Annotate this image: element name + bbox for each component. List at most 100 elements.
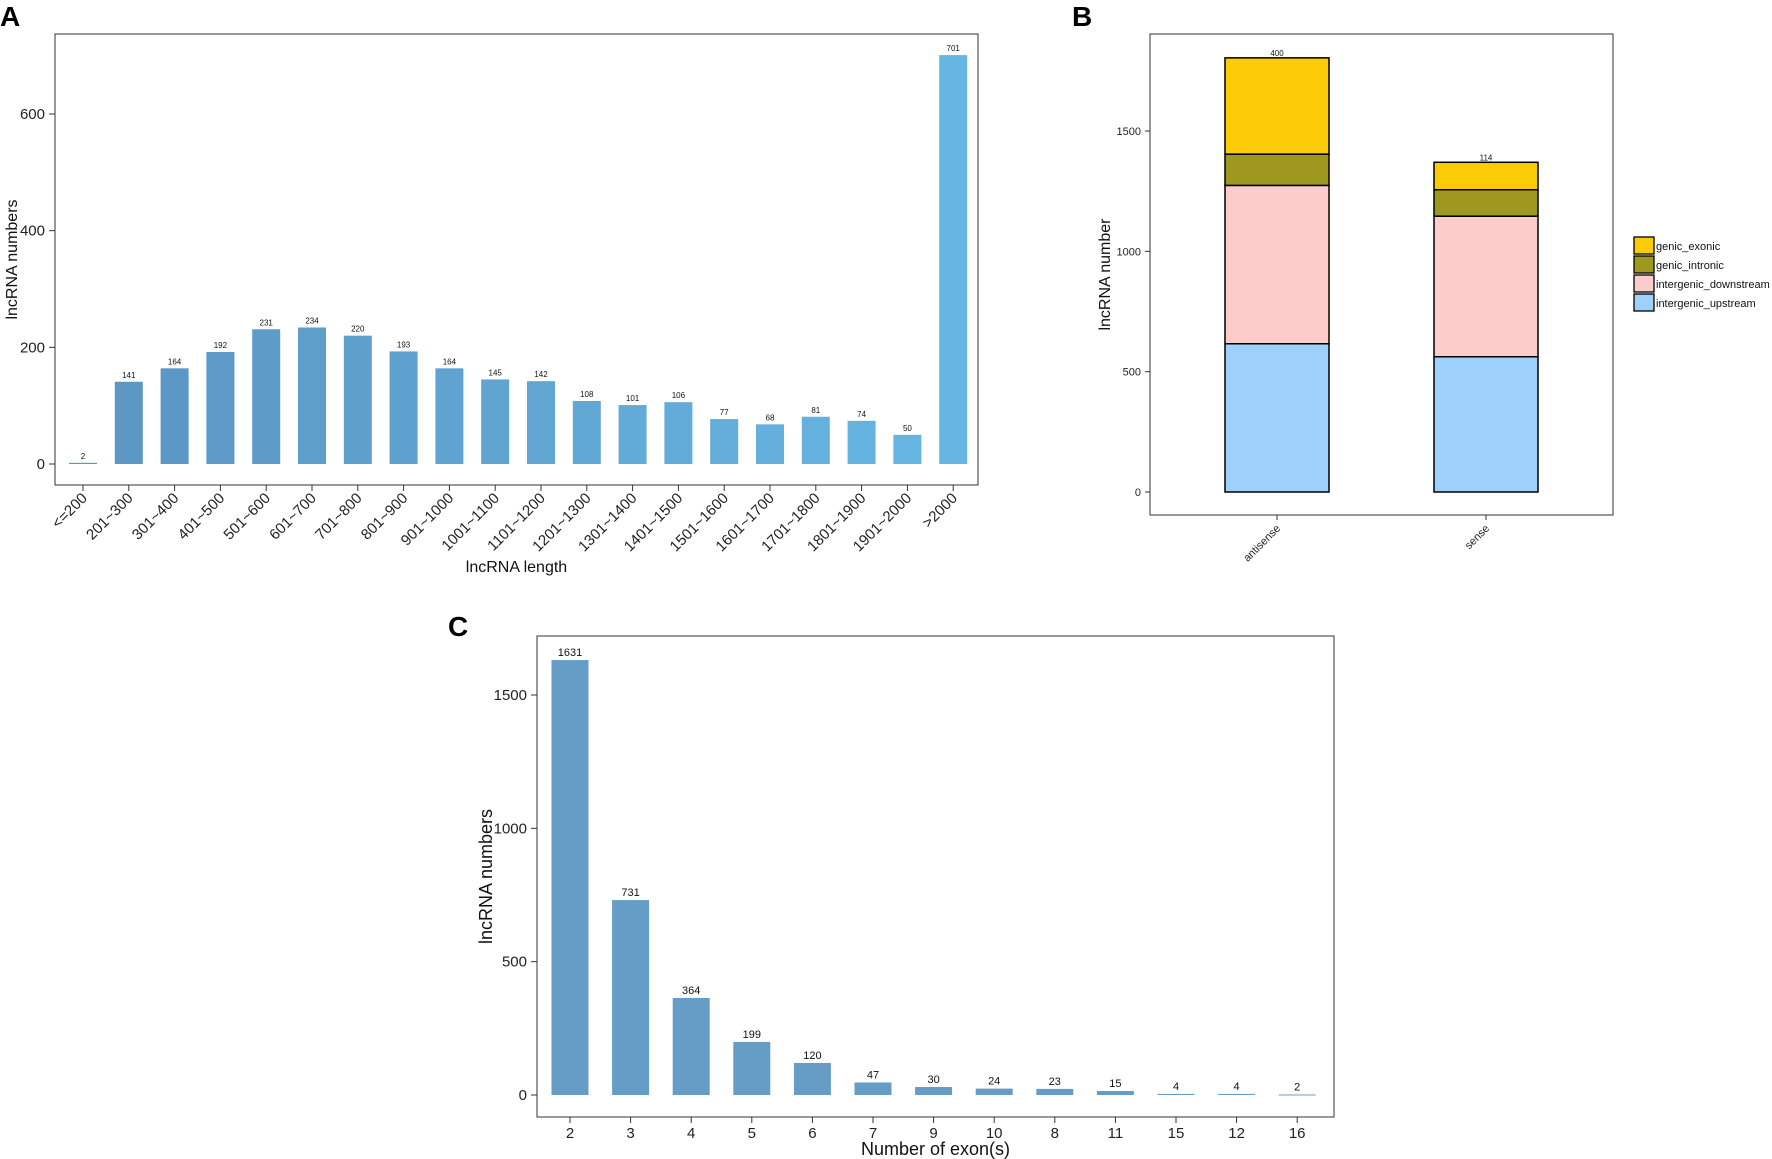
chart-a-lncrna-length: 0 200 400 600 2 <=200 141 201~300 164 301~400 192 4… — [4, 33, 979, 576]
chart-a-data-label: 68 — [766, 413, 775, 422]
chart-b-legend-label: intergenic_upstream — [1656, 298, 1756, 310]
chart-c-exon-number: 0 500 1000 1500 1631 2 731 3 364 4 199 5 120 6 47 7 30 9 2… — [476, 635, 1335, 1159]
chart-a-data-label: 234 — [305, 317, 319, 326]
chart-c-bar — [551, 660, 589, 1095]
chart-a-data-label: 231 — [260, 318, 274, 327]
chart-a-xlabel: lncRNA length — [466, 559, 567, 576]
chart-a-xtick-label: 501~600 — [220, 490, 274, 544]
chart-a-data-label: 164 — [443, 357, 457, 366]
chart-c-data-label: 4 — [1173, 1081, 1179, 1093]
panel-letter-c: C — [448, 611, 468, 642]
chart-c-data-label: 23 — [1049, 1076, 1061, 1088]
chart-b-legend-label: genic_exonic — [1656, 241, 1721, 253]
chart-c-xtick-label: 6 — [808, 1125, 816, 1142]
chart-a-bar — [389, 351, 418, 464]
chart-c-bar — [1278, 1094, 1316, 1096]
chart-b-xtick-label: antisense — [1241, 523, 1283, 565]
chart-a-xtick-label: >2000 — [919, 490, 961, 532]
chart-a-xtick-label: <=200 — [49, 490, 91, 532]
panel-letter-a: A — [0, 1, 20, 32]
chart-a-xtick-label: 601~700 — [266, 490, 320, 544]
chart-a-bar — [435, 368, 464, 464]
chart-a-data-label: 220 — [351, 325, 365, 334]
chart-b-bar-segment — [1433, 215, 1539, 358]
chart-c-xtick-label: 3 — [626, 1125, 634, 1142]
chart-a-data-label: 701 — [947, 44, 961, 53]
chart-b-lncrna-classification: 050010001500616658130400antisense5625841… — [1097, 33, 1770, 565]
chart-c-data-label: 30 — [927, 1074, 939, 1086]
chart-c-bar — [733, 1041, 771, 1095]
chart-a-bar — [206, 352, 235, 464]
chart-a-bar — [893, 434, 922, 464]
chart-c-bar — [793, 1063, 831, 1095]
chart-c-data-label: 1631 — [558, 647, 582, 659]
chart-b-bar-segment — [1224, 153, 1330, 187]
chart-c-bar — [1157, 1093, 1195, 1095]
chart-c-data-label: 4 — [1234, 1081, 1240, 1093]
chart-a-data-label: 81 — [811, 406, 820, 415]
chart-c-xtick-label: 4 — [687, 1125, 695, 1142]
chart-c-ytick-label: 1500 — [494, 687, 527, 704]
chart-c-xtick-label: 16 — [1289, 1125, 1306, 1142]
chart-a-data-label: 145 — [489, 368, 503, 377]
chart-a-bar — [252, 329, 281, 464]
chart-a-ylabel: lncRNA numbers — [4, 199, 21, 319]
chart-c-bar — [915, 1087, 953, 1095]
chart-a-bar — [298, 327, 326, 464]
chart-a-data-label: 2 — [81, 452, 86, 461]
chart-c-data-label: 15 — [1109, 1078, 1121, 1090]
chart-c-bar — [975, 1088, 1013, 1095]
chart-b-data-label: 114 — [1480, 153, 1493, 162]
chart-b-xtick-label: sense — [1463, 523, 1492, 552]
chart-a-data-label: 77 — [720, 408, 729, 417]
chart-a-bar — [481, 379, 510, 464]
chart-a-bar — [618, 405, 647, 464]
chart-a-ytick-label: 600 — [20, 106, 45, 123]
chart-a-xtick-label: 201~300 — [83, 490, 137, 544]
chart-a-bar — [801, 416, 830, 464]
chart-c-data-label: 199 — [743, 1029, 761, 1041]
chart-a-bar — [572, 401, 601, 464]
chart-a-data-label: 50 — [903, 424, 912, 433]
chart-a-bar — [69, 462, 97, 464]
chart-c-xtick-label: 8 — [1051, 1125, 1059, 1142]
chart-c-xtick-label: 2 — [566, 1125, 574, 1142]
chart-a-data-label: 101 — [626, 394, 640, 403]
chart-a-bar — [343, 335, 372, 464]
chart-a-bar — [114, 381, 143, 464]
chart-b-legend-swatch — [1633, 236, 1655, 255]
chart-c-data-label: 24 — [988, 1076, 1000, 1088]
chart-a-ytick-label: 400 — [20, 223, 45, 240]
chart-a-bar — [939, 55, 968, 464]
chart-a-plot-frame — [54, 33, 979, 486]
chart-b-bar-segment — [1224, 57, 1330, 155]
chart-b-data-label: 400 — [1270, 49, 1284, 58]
chart-b-ylabel: lncRNA number — [1097, 218, 1114, 331]
chart-b-bar-segment — [1433, 188, 1539, 217]
chart-b-legend-label: intergenic_downstream — [1656, 279, 1770, 291]
chart-c-ytick-label: 1000 — [494, 820, 527, 837]
chart-b-bar-segment — [1224, 342, 1330, 493]
chart-c-bar — [1036, 1088, 1074, 1095]
chart-b-ytick-label: 0 — [1135, 487, 1141, 499]
chart-c-bar — [672, 997, 710, 1095]
chart-b-legend-swatch — [1633, 274, 1655, 293]
chart-a-bar — [664, 402, 693, 464]
chart-a-data-label: 142 — [534, 370, 548, 379]
chart-c-xtick-label: 9 — [929, 1125, 937, 1142]
chart-c-data-label: 120 — [803, 1050, 821, 1062]
chart-a-data-label: 74 — [857, 410, 866, 419]
chart-a-xtick-label: 301~400 — [129, 490, 183, 544]
chart-c-xtick-label: 7 — [869, 1125, 877, 1142]
chart-a-xtick-label: 401~500 — [175, 490, 229, 544]
chart-b-legend-label: genic_intronic — [1656, 260, 1724, 272]
chart-a-bar — [847, 420, 876, 464]
chart-c-bar — [1096, 1091, 1134, 1095]
chart-c-data-label: 731 — [621, 887, 639, 899]
panel-letter-b: B — [1072, 1, 1092, 32]
chart-b-legend-swatch — [1633, 293, 1655, 312]
chart-a-bar — [710, 419, 739, 464]
chart-b-legend-swatch — [1633, 255, 1655, 274]
chart-a-data-label: 164 — [168, 357, 182, 366]
